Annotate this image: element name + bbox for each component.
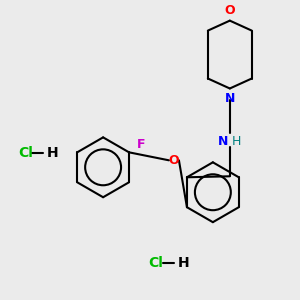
Text: Cl: Cl <box>148 256 163 270</box>
Text: O: O <box>224 4 235 16</box>
Text: N: N <box>225 92 235 106</box>
Text: H: H <box>232 135 241 148</box>
Text: O: O <box>169 154 179 167</box>
Text: F: F <box>137 138 146 151</box>
Text: H: H <box>47 146 59 160</box>
Text: Cl: Cl <box>18 146 33 160</box>
Text: H: H <box>178 256 190 270</box>
Text: N: N <box>218 135 228 148</box>
